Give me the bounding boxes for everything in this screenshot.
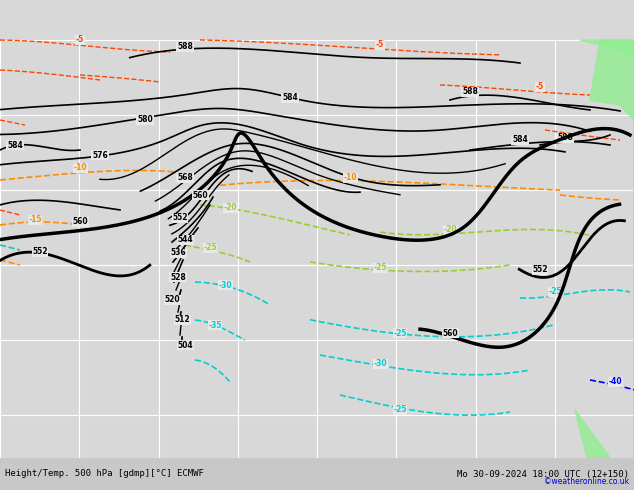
Text: -35: -35 [208, 320, 222, 329]
Text: Mo 30-09-2024 18:00 UTC (12+150): Mo 30-09-2024 18:00 UTC (12+150) [457, 469, 629, 479]
Text: Height/Temp. 500 hPa [gdmp][°C] ECMWF: Height/Temp. 500 hPa [gdmp][°C] ECMWF [5, 469, 204, 479]
Text: 544: 544 [177, 236, 193, 245]
Text: -30: -30 [218, 280, 232, 290]
Text: -10: -10 [343, 173, 357, 182]
Text: 560: 560 [192, 191, 208, 199]
Text: 588: 588 [462, 88, 478, 97]
Text: 552: 552 [533, 266, 548, 274]
Text: 584: 584 [7, 141, 23, 149]
Text: -25: -25 [373, 264, 387, 272]
Text: 584: 584 [282, 94, 298, 102]
Text: 552: 552 [32, 247, 48, 256]
Text: -25: -25 [548, 288, 562, 296]
Text: 528: 528 [170, 272, 186, 281]
Text: -5: -5 [76, 35, 84, 45]
Text: 512: 512 [174, 316, 190, 324]
Bar [0, 458, 634, 490]
Text: 520: 520 [164, 295, 180, 304]
Text: 560: 560 [442, 328, 458, 338]
Text: -30: -30 [373, 360, 387, 368]
Text: 536: 536 [170, 248, 186, 258]
Text: ©weatheronline.co.uk: ©weatheronline.co.uk [544, 477, 629, 486]
Text: 552: 552 [172, 214, 188, 222]
Polygon shape [590, 40, 634, 120]
Text: -15: -15 [29, 216, 42, 224]
Text: -40: -40 [608, 377, 622, 387]
Text: -20: -20 [223, 203, 237, 213]
Text: -10: -10 [73, 164, 87, 172]
Polygon shape [575, 40, 634, 490]
Text: -20: -20 [443, 225, 457, 235]
Text: -25: -25 [393, 406, 407, 415]
Text: 576: 576 [92, 150, 108, 160]
Text: -25: -25 [393, 328, 407, 338]
Text: 568: 568 [177, 173, 193, 182]
Text: 588: 588 [557, 133, 573, 143]
Text: -25: -25 [204, 244, 217, 252]
Text: 584: 584 [512, 136, 528, 145]
Text: -5: -5 [376, 41, 384, 49]
Text: 504: 504 [177, 341, 193, 349]
Text: -5: -5 [536, 82, 544, 92]
Text: 588: 588 [177, 43, 193, 51]
Text: 580: 580 [137, 116, 153, 124]
Text: 560: 560 [72, 218, 88, 226]
